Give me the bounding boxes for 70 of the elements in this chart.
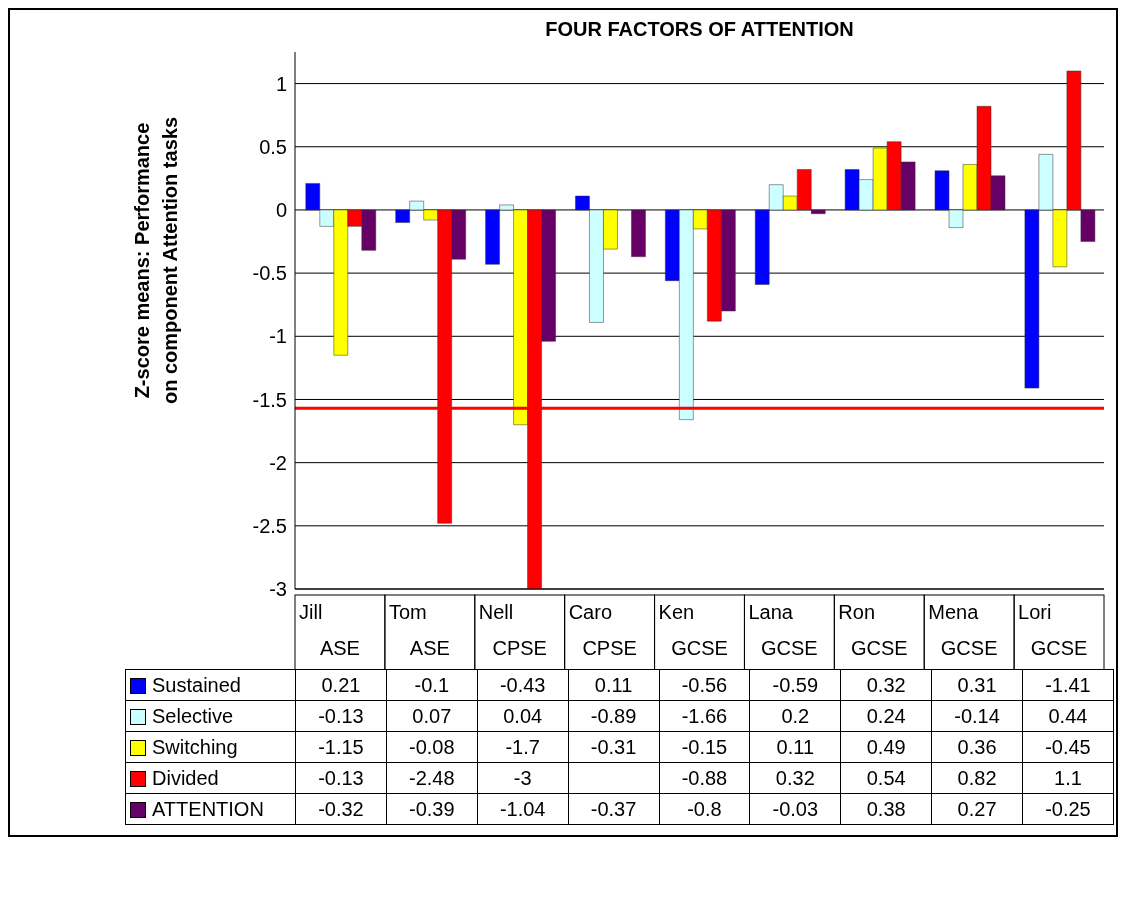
legend-label: Selective (152, 704, 234, 727)
x-tick-label: Ken GCSE (658, 601, 728, 659)
data-label: -0.25 (1022, 793, 1114, 825)
data-label: -0.31 (568, 731, 659, 763)
bar (631, 209, 646, 257)
chart-title: FOUR FACTORS OF ATTENTION (544, 18, 855, 41)
data-label: -0.13 (295, 700, 387, 732)
x-tick-label: Nell CPSE (478, 601, 547, 659)
legend-label: Divided (152, 766, 219, 789)
data-label: -0.89 (568, 700, 659, 732)
data-label: -0.39 (386, 793, 478, 825)
data-label: -2.48 (386, 762, 478, 794)
x-tick-label: Caro CPSE (568, 601, 637, 659)
y-tick-label: -0.5 (252, 262, 287, 285)
data-label: 1.1 (1022, 762, 1114, 794)
data-label: 0.36 (931, 731, 1023, 763)
y-tick-label: -3 (269, 578, 287, 601)
data-label: 0.38 (840, 793, 932, 825)
data-label: 0.49 (840, 731, 932, 763)
data-label: -0.59 (749, 669, 841, 701)
legend-label: ATTENTION (152, 797, 264, 820)
x-tick-label: Lori GCSE (1018, 601, 1088, 659)
data-label: -1.66 (659, 700, 750, 732)
y-tick-label: -2.5 (252, 514, 287, 537)
data-label: 0.32 (749, 762, 841, 794)
data-label: -0.56 (659, 669, 750, 701)
data-label: 0.82 (931, 762, 1023, 794)
data-label: -0.03 (749, 793, 841, 825)
data-label: 0.21 (295, 669, 387, 701)
data-label: -0.32 (295, 793, 387, 825)
data-label: 0.2 (749, 700, 841, 732)
data-label: 0.54 (840, 762, 932, 794)
data-label: -0.8 (659, 793, 750, 825)
y-tick-label: -2 (269, 451, 287, 474)
data-label: 0.31 (931, 669, 1023, 701)
x-tick-label: Lana GCSE (748, 601, 818, 659)
data-label: 0.24 (840, 700, 932, 732)
data-label: 0.11 (568, 669, 659, 701)
data-label: 0.04 (477, 700, 569, 732)
data-label: 0.11 (749, 731, 841, 763)
data-label: -0.1 (386, 669, 478, 701)
data-label: -1.15 (295, 731, 387, 763)
data-label: -0.43 (477, 669, 569, 701)
legend-label: Switching (152, 735, 238, 758)
data-label: 0.27 (931, 793, 1023, 825)
data-label: -0.13 (295, 762, 387, 794)
legend-label: Sustained (152, 673, 241, 696)
y-tick-label: 0.5 (259, 135, 287, 158)
y-tick-label: -1 (269, 325, 287, 348)
data-label: -0.45 (1022, 731, 1114, 763)
x-tick-label: Ron GCSE (838, 601, 908, 659)
y-tick-label: 0 (275, 199, 287, 222)
x-tick-label: Jill ASE (299, 601, 360, 659)
data-label: -1.7 (477, 731, 569, 763)
data-label: -0.15 (659, 731, 750, 763)
data-label: -0.08 (386, 731, 478, 763)
x-tick-label: Tom ASE (388, 601, 450, 659)
x-tick-label: Mena GCSE (928, 601, 998, 659)
data-label: 0.07 (386, 700, 478, 732)
y-axis-title: Z-score means: Performance on component Attention tasks (131, 116, 181, 405)
data-label: -3 (477, 762, 569, 794)
y-tick-label: -1.5 (252, 388, 287, 411)
data-label: -0.88 (659, 762, 750, 794)
data-label: 0.32 (840, 669, 932, 701)
y-tick-label: 1 (275, 72, 287, 95)
data-label: -0.37 (568, 793, 659, 825)
data-label: -1.04 (477, 793, 569, 825)
data-label: 0.44 (1022, 700, 1114, 732)
data-label: -1.41 (1022, 669, 1114, 701)
data-label: -0.14 (931, 700, 1023, 732)
